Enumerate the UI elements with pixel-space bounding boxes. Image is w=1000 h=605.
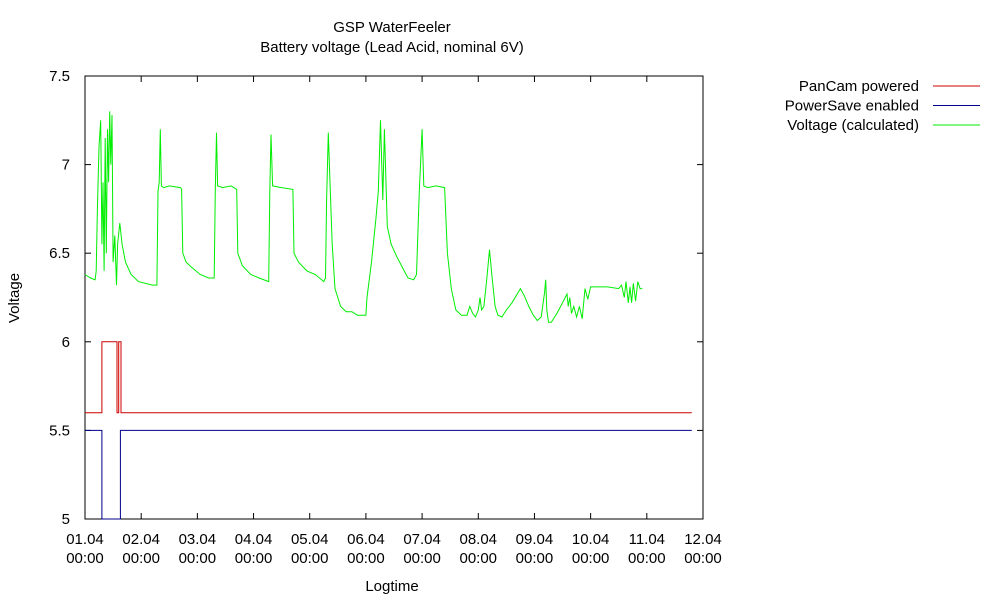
legend: PanCam powered PowerSave enabled Voltage (… — [785, 78, 980, 134]
y-tick-label: 5.5 — [49, 422, 70, 439]
x-tick-label-time: 00:00 — [347, 550, 385, 567]
x-tick-label-date: 06.04 — [347, 531, 385, 548]
x-tick-label-time: 00:00 — [459, 550, 497, 567]
x-tick-label-date: 03.04 — [179, 531, 217, 548]
y-axis-label: Voltage — [6, 273, 23, 323]
series-line-voltage-calculated — [84, 111, 643, 323]
plot-frame — [84, 75, 704, 520]
x-tick-label-time: 00:00 — [628, 550, 666, 567]
x-tick-label-time: 00:00 — [122, 550, 160, 567]
legend-label-pancam-powered: PanCam powered — [799, 78, 919, 95]
y-axis-ticks: 5 5.5 6 6.5 7 7.5 — [49, 68, 703, 528]
x-tick-label-date: 12.04 — [684, 531, 722, 548]
y-tick-label: 7 — [62, 157, 70, 174]
x-tick-label-time: 00:00 — [235, 550, 273, 567]
chart-title: GSP WaterFeeler — [333, 19, 451, 36]
x-tick-label-date: 09.04 — [516, 531, 554, 548]
x-tick-label-date: 01.04 — [66, 531, 104, 548]
x-axis-label: Logtime — [365, 578, 418, 595]
x-tick-label-time: 00:00 — [516, 550, 554, 567]
y-tick-label: 6.5 — [49, 245, 70, 262]
x-tick-label-date: 04.04 — [235, 531, 273, 548]
legend-label-voltage-calculated: Voltage (calculated) — [787, 117, 919, 134]
x-tick-label-time: 00:00 — [403, 550, 441, 567]
x-tick-label-date: 08.04 — [459, 531, 497, 548]
x-tick-label-time: 00:00 — [291, 550, 329, 567]
x-tick-label-date: 07.04 — [403, 531, 441, 548]
x-tick-label-date: 10.04 — [572, 531, 610, 548]
x-tick-label-date: 11.04 — [629, 531, 665, 548]
y-tick-label: 7.5 — [49, 68, 70, 85]
legend-label-powersave-enabled: PowerSave enabled — [785, 98, 919, 115]
x-tick-label-time: 00:00 — [684, 550, 722, 567]
y-tick-label: 5 — [62, 511, 70, 528]
y-tick-label: 6 — [62, 334, 70, 351]
x-axis-ticks: 01.04 00:00 02.04 00:00 03.04 00:00 04.04 00:00… — [66, 76, 722, 567]
series-layer — [84, 111, 692, 520]
x-tick-label-time: 00:00 — [66, 550, 104, 567]
x-tick-label-time: 00:00 — [179, 550, 217, 567]
series-line-pancam-powered — [85, 341, 692, 414]
x-tick-label-date: 05.04 — [291, 531, 329, 548]
x-tick-label-date: 02.04 — [122, 531, 160, 548]
series-line-powersave-enabled — [85, 429, 692, 520]
chart-subtitle: Battery voltage (Lead Acid, nominal 6V) — [260, 39, 523, 56]
x-tick-label-time: 00:00 — [572, 550, 610, 567]
